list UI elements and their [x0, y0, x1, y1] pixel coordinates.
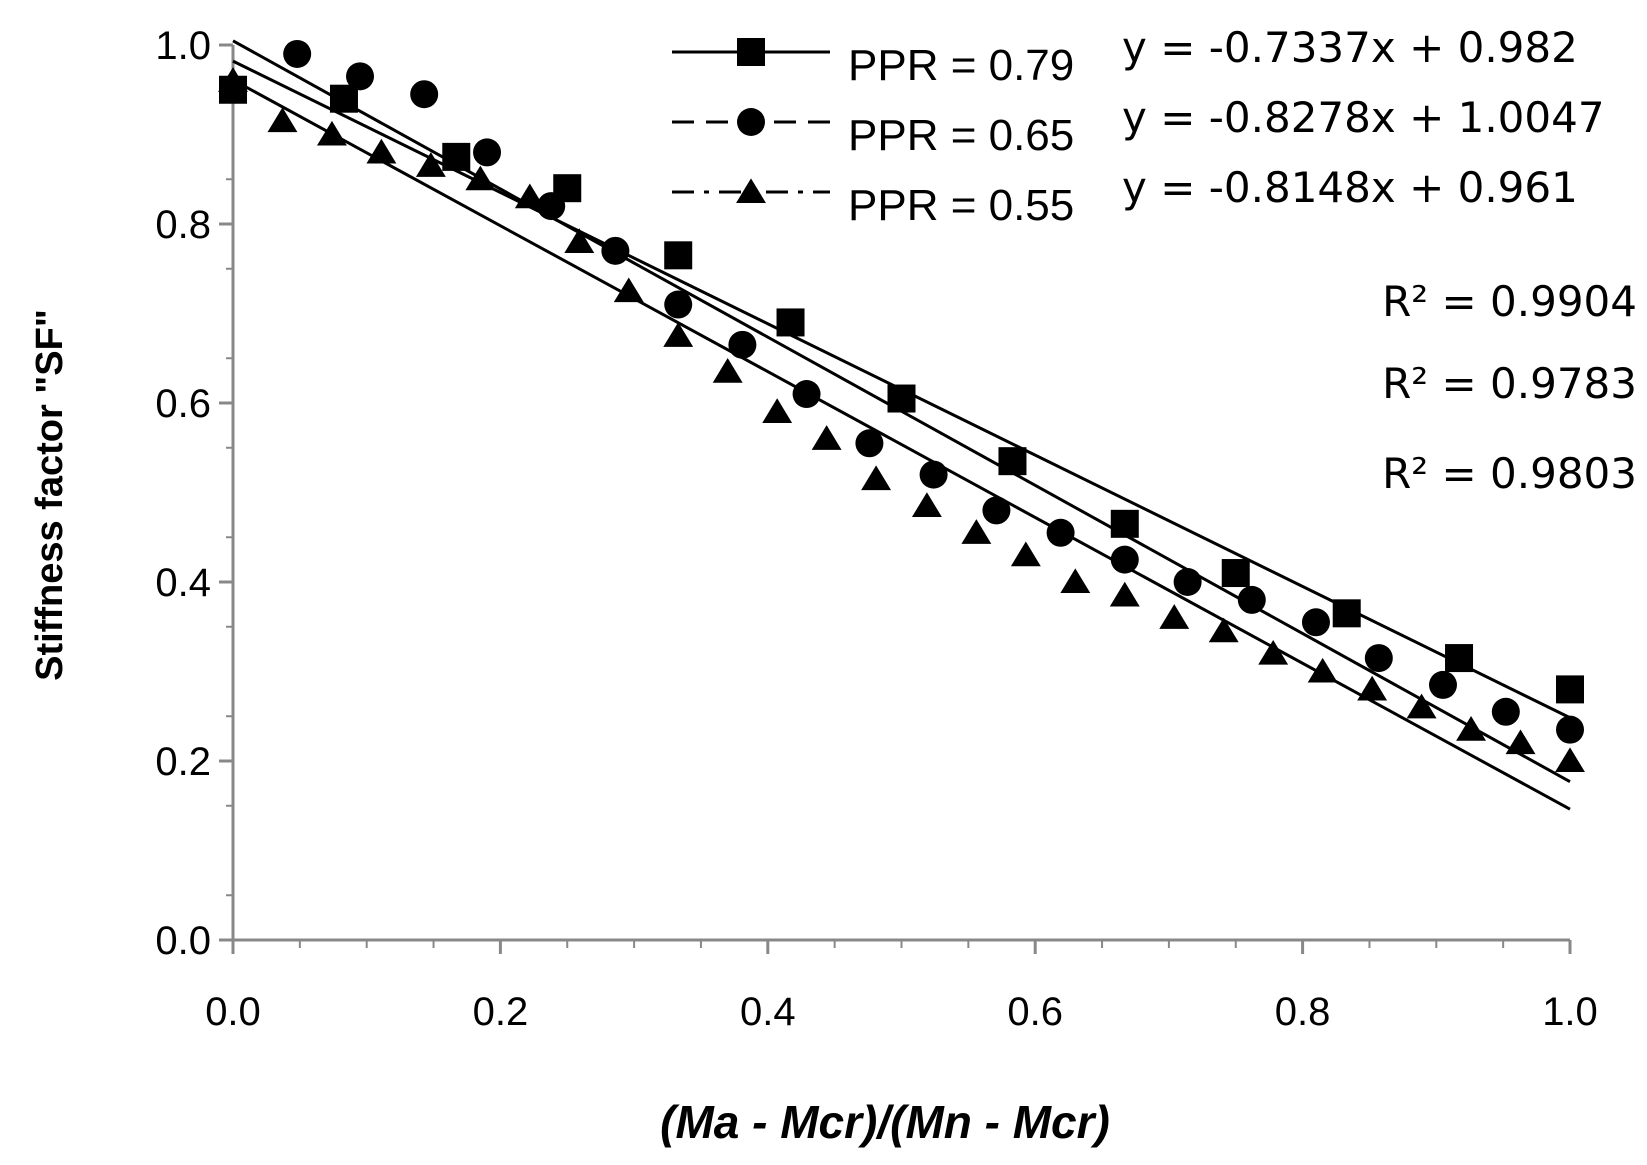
point-series-3: [316, 120, 347, 146]
point-series-2: [537, 192, 566, 221]
point-series-2: [728, 330, 757, 359]
point-series-3: [1406, 693, 1437, 719]
legend-label-series-2: PPR = 0.65: [848, 111, 1074, 160]
point-series-2: [664, 290, 693, 319]
point-series-3: [811, 425, 842, 450]
point-series-1: [998, 447, 1027, 476]
x-tick-label: 0.8: [1275, 990, 1331, 1034]
y-tick-label: 0.6: [155, 382, 211, 426]
point-series-2: [1046, 518, 1075, 547]
point-series-1: [1221, 559, 1250, 588]
x-tick-label: 1.0: [1542, 990, 1598, 1034]
point-series-1: [1332, 599, 1361, 628]
point-series-2: [1428, 670, 1457, 699]
point-series-3: [1208, 617, 1239, 643]
point-series-2: [982, 496, 1011, 525]
trendline-equation-series-2: y = -0.8278x + 1.0047: [1122, 93, 1605, 142]
r-squared-series-2: R² = 0.9783: [1382, 359, 1637, 408]
point-series-3: [911, 492, 942, 517]
x-tick-label: 0.6: [1007, 990, 1063, 1034]
point-series-1: [329, 84, 358, 113]
axes: [219, 43, 1572, 954]
point-series-2: [919, 460, 948, 489]
point-series-1: [776, 308, 805, 337]
point-series-3: [1010, 541, 1041, 567]
point-series-2: [1556, 715, 1584, 744]
point-series-2: [410, 80, 439, 109]
point-series-1: [1556, 675, 1584, 704]
point-series-3: [1159, 604, 1190, 629]
point-series-3: [712, 358, 743, 383]
data-points: [218, 39, 1585, 773]
trendline-equation-series-1: y = -0.7337x + 0.982: [1122, 23, 1578, 72]
point-series-3: [366, 138, 397, 164]
point-series-3: [564, 228, 595, 253]
y-tick-label: 0.2: [155, 740, 211, 784]
r-squared-series-1: R² = 0.9904: [1382, 277, 1637, 326]
x-tick-label: 0.4: [740, 990, 796, 1034]
point-series-3: [465, 165, 496, 191]
point-series-2: [1491, 697, 1520, 726]
y-tick-label: 0.8: [155, 203, 211, 247]
r-squared-labels: R² = 0.9904 R² = 0.9783 R² = 0.9803: [1382, 277, 1637, 498]
legend-label-series-1: PPR = 0.79: [848, 41, 1074, 90]
x-tick-label: 0.0: [205, 990, 261, 1034]
x-axis-label: (Ma - Mcr)/(Mn - Mcr): [660, 1096, 1110, 1148]
point-series-3: [762, 398, 793, 423]
point-series-3: [267, 107, 298, 133]
legend-marker-series-2: [737, 108, 765, 136]
legend-marker-series-3: [736, 178, 766, 204]
point-series-3: [861, 465, 892, 491]
point-series-1: [664, 241, 693, 270]
y-tick-label: 0.0: [155, 919, 211, 963]
point-series-2: [283, 39, 312, 68]
point-series-3: [514, 183, 545, 209]
point-series-3: [1357, 675, 1388, 701]
trendline-series-3: [232, 78, 1571, 811]
point-series-2: [1173, 568, 1202, 596]
x-tick-label: 0.2: [473, 990, 529, 1034]
point-series-3: [663, 322, 694, 347]
point-series-3: [613, 277, 644, 303]
point-series-2: [1110, 545, 1139, 574]
trendline-equation-series-3: y = -0.8148x + 0.961: [1122, 163, 1578, 212]
point-series-2: [601, 236, 630, 265]
point-series-3: [1307, 657, 1338, 683]
point-series-2: [1364, 644, 1393, 673]
point-series-1: [1445, 644, 1474, 673]
point-series-2: [792, 380, 821, 409]
point-series-2: [1301, 608, 1330, 637]
point-series-3: [415, 152, 446, 177]
point-series-2: [473, 138, 502, 167]
point-series-3: [1505, 729, 1536, 755]
y-tick-label: 0.4: [155, 561, 211, 605]
legend: PPR = 0.79 y = -0.7337x + 0.982 PPR = 0.65…: [672, 23, 1605, 230]
point-series-3: [1456, 716, 1487, 741]
point-series-3: [1555, 747, 1585, 773]
point-series-3: [218, 67, 248, 92]
point-series-2: [346, 62, 375, 91]
point-series-3: [1109, 581, 1140, 607]
point-series-2: [855, 429, 884, 458]
y-axis-label: Stiffness factor "SF": [29, 309, 71, 681]
legend-label-series-3: PPR = 0.55: [848, 181, 1074, 230]
y-tick-label: 1.0: [155, 24, 211, 68]
legend-marker-series-1: [737, 38, 765, 66]
r-squared-series-3: R² = 0.9803: [1382, 449, 1637, 498]
point-series-1: [442, 142, 471, 171]
point-series-2: [1237, 585, 1266, 614]
point-series-3: [1060, 568, 1091, 594]
tick-labels: 0.0 0.2 0.4 0.6 0.8 1.0 0.0 0.2 0.4 0.6 0.8 1.0: [155, 24, 1597, 1034]
point-series-1: [1110, 509, 1139, 538]
point-series-3: [1258, 639, 1289, 665]
point-series-1: [887, 384, 916, 413]
point-series-3: [961, 519, 992, 544]
